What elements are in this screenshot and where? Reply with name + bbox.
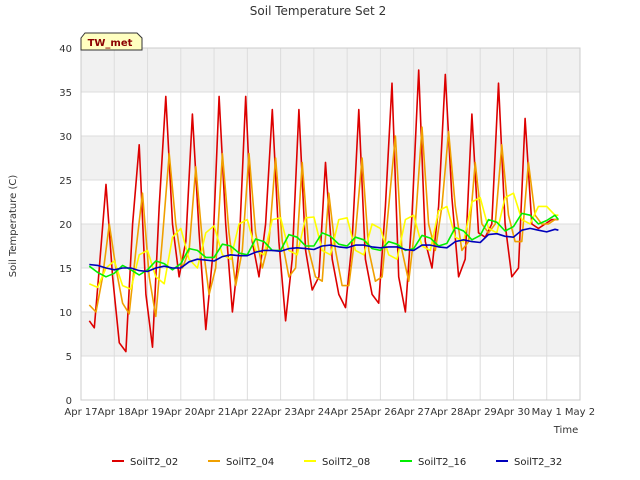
background-band [81, 268, 580, 312]
tag-label: TW_met [88, 38, 133, 49]
x-tick-label: Apr 28 [430, 407, 463, 418]
background-band [81, 136, 580, 180]
series-line-soilt2_32 [89, 227, 559, 273]
series-line-soilt2_04 [88, 126, 559, 318]
x-tick-label: Apr 17 [64, 407, 97, 418]
legend-label: SoilT2_32 [514, 457, 562, 468]
background-band [81, 48, 580, 92]
y-tick-label: 40 [59, 44, 72, 55]
plot-frame [80, 47, 581, 401]
x-tick-label: May 2 [565, 407, 595, 418]
x-tick-label: Apr 30 [497, 407, 530, 418]
x-tick-label: Apr 29 [464, 407, 497, 418]
x-tick-label: Apr 27 [397, 407, 430, 418]
x-axis-title: Time [553, 425, 578, 436]
x-tick-label: Apr 24 [297, 407, 330, 418]
x-tick-label: Apr 22 [231, 407, 264, 418]
x-tick-label: Apr 20 [164, 407, 197, 418]
chart-title: Soil Temperature Set 2 [250, 4, 386, 18]
y-tick-label: 35 [59, 88, 72, 99]
y-tick-label: 20 [59, 220, 72, 231]
x-tick-label: May 1 [532, 407, 562, 418]
x-tick-label: Apr 18 [98, 407, 131, 418]
x-axis-tick-labels: Apr 17 Apr 18 Apr 19 Apr 20 Apr 21 Apr 22 Apr … [64, 407, 595, 418]
y-tick-label: 30 [59, 132, 72, 143]
series-lines [88, 69, 560, 353]
legend-label: SoilT2_04 [226, 457, 274, 468]
x-tick-label: Apr 19 [131, 407, 164, 418]
x-tick-label: Apr 21 [197, 407, 230, 418]
y-tick-label: 15 [59, 264, 72, 275]
x-tick-label: Apr 23 [264, 407, 297, 418]
y-axis-tick-labels: 0 5 10 15 20 25 30 35 40 [59, 44, 72, 407]
y-axis-title: Soil Temperature (C) [8, 175, 19, 278]
legend-item-soilt2_04: SoilT2_04 [208, 457, 274, 468]
y-tick-label: 10 [59, 308, 72, 319]
y-tick-label: 5 [66, 352, 72, 363]
y-tick-label: 25 [59, 176, 72, 187]
legend-label: SoilT2_02 [130, 457, 178, 468]
background-band [81, 312, 580, 356]
legend: SoilT2_02 SoilT2_04 SoilT2_08 SoilT2_16 Soil… [112, 457, 562, 468]
legend-label: SoilT2_08 [322, 457, 370, 468]
tw-met-tag: TW_met [80, 32, 143, 51]
legend-label: SoilT2_16 [418, 457, 466, 468]
series-line-soilt2_08 [88, 192, 559, 290]
legend-item-soilt2_32: SoilT2_32 [496, 457, 562, 468]
x-tick-label: Apr 25 [331, 407, 364, 418]
background-band [81, 356, 580, 400]
legend-item-soilt2_08: SoilT2_08 [304, 457, 370, 468]
x-tick-label: Apr 26 [364, 407, 397, 418]
background-band [81, 92, 580, 136]
series-line-soilt2_02 [88, 69, 559, 353]
legend-item-soilt2_16: SoilT2_16 [400, 457, 466, 468]
tag-box [80, 32, 143, 51]
legend-item-soilt2_02: SoilT2_02 [112, 457, 178, 468]
y-tick-label: 0 [66, 396, 72, 407]
